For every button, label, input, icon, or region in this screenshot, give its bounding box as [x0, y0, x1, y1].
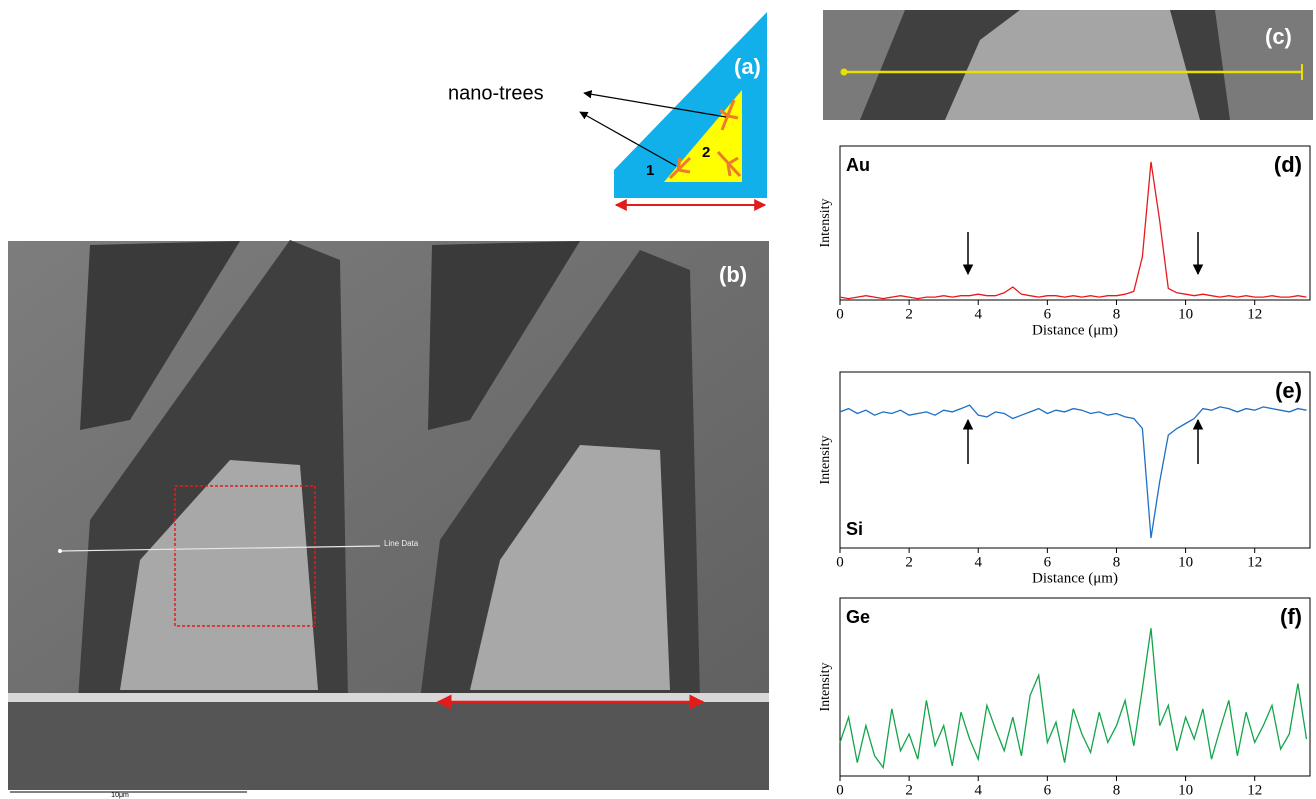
x-tick-label: 12: [1247, 782, 1262, 798]
x-tick-label: 8: [1113, 554, 1121, 570]
panel-label: (a): [734, 54, 761, 79]
x-tick-label: 6: [1044, 554, 1052, 570]
x-tick-label: 8: [1113, 306, 1121, 322]
figure: 1 2 (a) nano-trees Line Data (b) 10μm: [0, 0, 1316, 799]
sem-zoom: (c): [823, 10, 1313, 120]
legend-entry: Au: [846, 155, 870, 175]
x-axis-label: Distance (μm): [1032, 570, 1118, 586]
data-line: [840, 405, 1307, 538]
x-tick-label: 6: [1044, 782, 1052, 798]
scale-bar-label: 10μm: [111, 792, 129, 799]
x-tick-label: 10: [1178, 306, 1193, 322]
x-tick-label: 6: [1044, 306, 1052, 322]
scan-start: [58, 549, 62, 553]
y-axis-label: Intensity: [818, 436, 833, 485]
x-tick-label: 4: [974, 554, 982, 570]
sem-image: Line Data (b) 10μm: [8, 240, 769, 799]
legend-entry: Si: [846, 519, 863, 539]
x-tick-label: 0: [836, 306, 844, 322]
substrate: [8, 700, 769, 790]
panel-label: (b): [719, 262, 747, 287]
y-axis-label: Intensity: [818, 663, 833, 712]
edge: [8, 693, 769, 702]
panel-label: (c): [1265, 24, 1292, 49]
schematic: 1 2 (a) nano-trees: [448, 12, 767, 205]
scan-start: [841, 69, 848, 76]
x-tick-label: 12: [1247, 306, 1262, 322]
x-tick-label: 0: [836, 782, 844, 798]
site-label: 2: [702, 144, 710, 161]
x-tick-label: 12: [1247, 554, 1262, 570]
data-line: [840, 628, 1307, 767]
x-tick-label: 2: [905, 306, 913, 322]
x-tick-label: 10: [1178, 554, 1193, 570]
x-tick-label: 8: [1113, 782, 1121, 798]
site-label: 1: [646, 162, 654, 179]
x-tick-label: 4: [974, 782, 982, 798]
legend-entry: Ge: [846, 607, 870, 627]
data-line: [840, 162, 1307, 299]
x-axis-label: Distance (μm): [1032, 322, 1118, 338]
panel-label: (f): [1280, 604, 1302, 629]
x-tick-label: 2: [905, 554, 913, 570]
annotation: nano-trees: [448, 82, 544, 104]
annotation: Line Data: [384, 539, 419, 548]
marker-arrows: [968, 232, 1198, 464]
panel-label: (d): [1274, 152, 1302, 177]
y-axis-label: Intensity: [818, 199, 833, 248]
plot-frame: [840, 372, 1310, 548]
panel-label: (e): [1275, 378, 1302, 403]
x-tick-label: 0: [836, 554, 844, 570]
plot-frame: [840, 146, 1310, 300]
x-tick-label: 10: [1178, 782, 1193, 798]
x-tick-label: 2: [905, 782, 913, 798]
x-tick-label: 4: [974, 306, 982, 322]
plot-frame: [840, 598, 1310, 776]
